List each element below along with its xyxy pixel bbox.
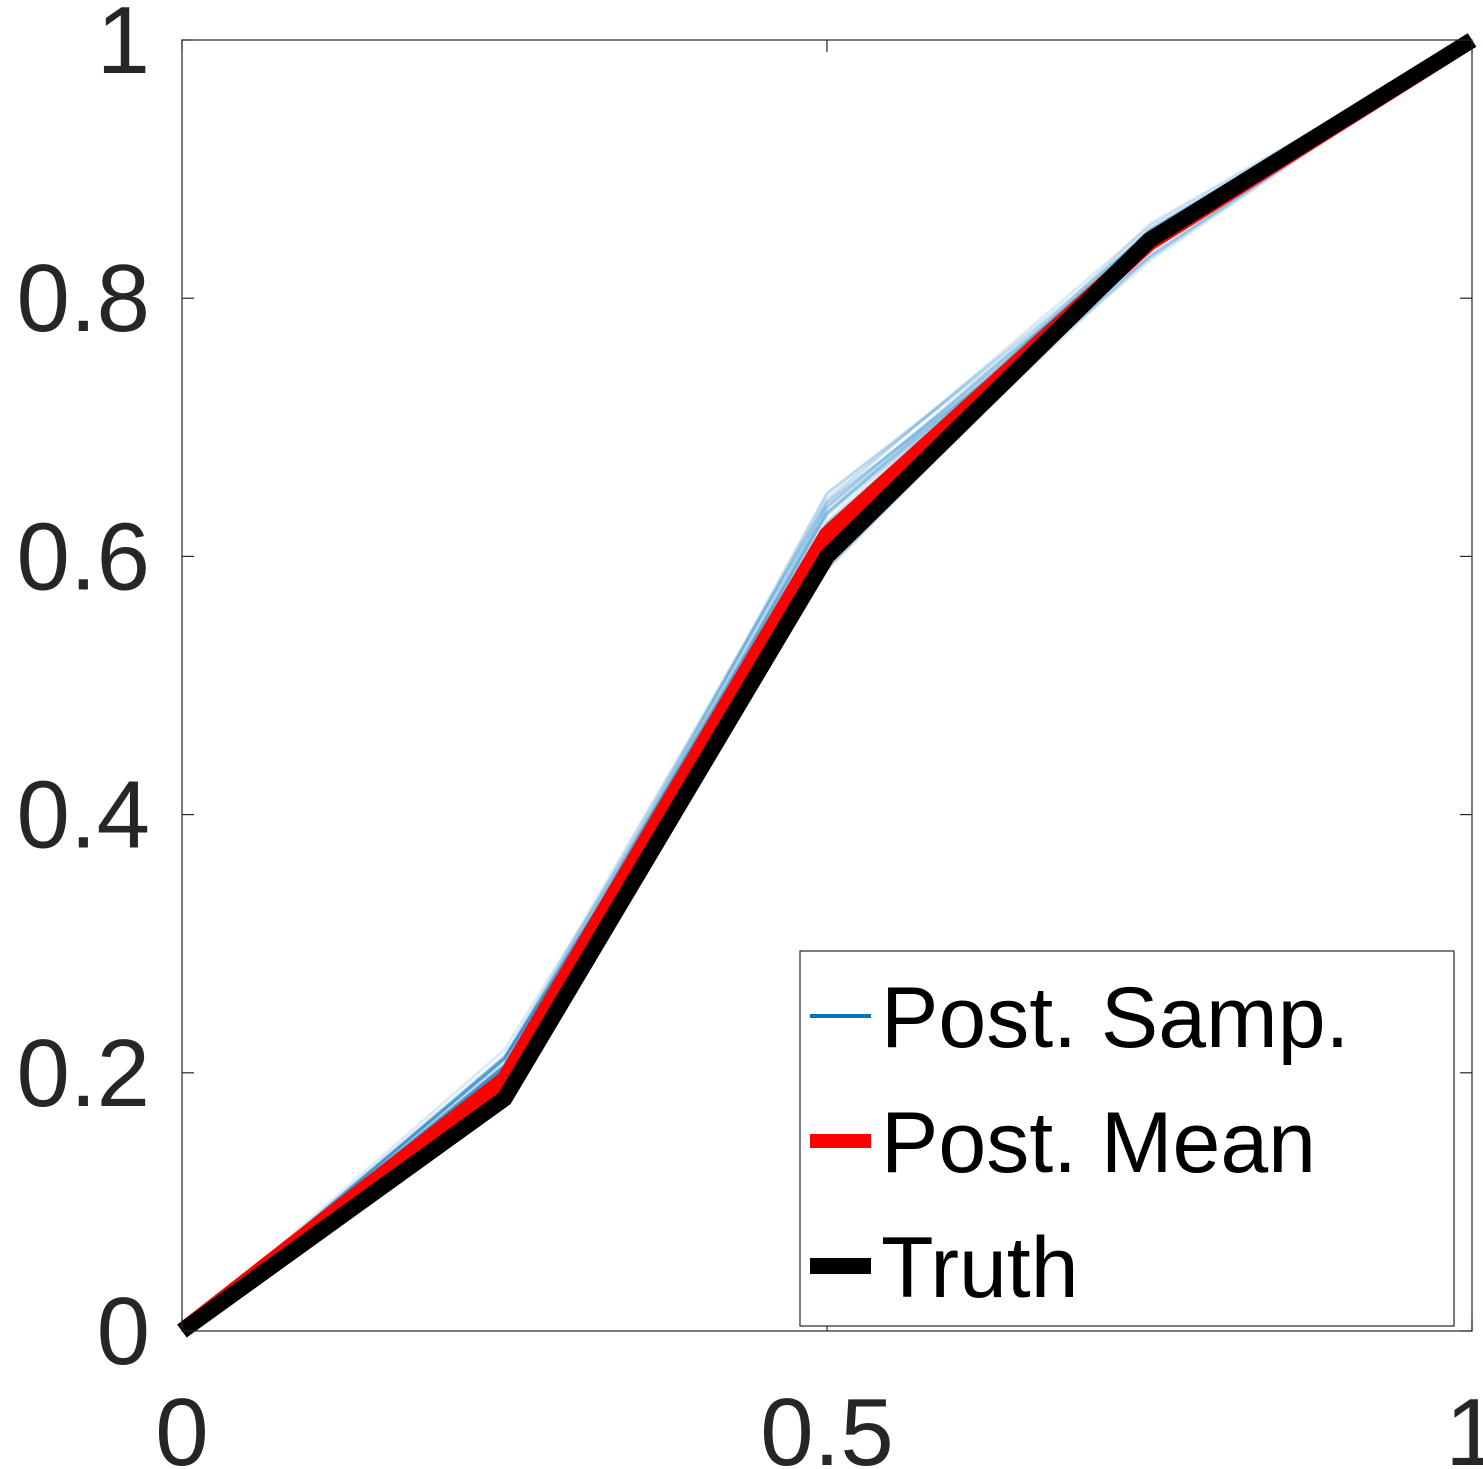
legend-item: Post. Mean: [810, 1095, 1316, 1191]
x-tick-label: 0.5: [760, 1379, 893, 1469]
legend-box: [799, 950, 1455, 1327]
series-lines: [177, 33, 1477, 1338]
legend-label: Post. Samp.: [881, 970, 1349, 1066]
x-tick-label: 1: [1445, 1379, 1483, 1469]
axis-ticks: [181, 39, 1473, 1332]
y-tick-labels: 0 0.2 0.4 0.6 0.8 1: [17, 0, 150, 1385]
y-tick-label: 0.2: [17, 1020, 150, 1127]
legend-item: Truth: [810, 1220, 1079, 1316]
posterior-sample-line: [181, 38, 1473, 1333]
truth-line: [177, 33, 1477, 1338]
y-tick-label: 0.4: [17, 762, 150, 869]
legend: Post. Samp. Post. Mean Truth: [799, 950, 1455, 1327]
y-tick-label: 0.6: [17, 503, 150, 610]
y-tick-label: 0.8: [17, 245, 150, 352]
y-tick-label: 1: [97, 0, 150, 94]
legend-label: Post. Mean: [881, 1095, 1316, 1191]
legend-label: Truth: [881, 1220, 1079, 1316]
y-tick-label: 0: [97, 1278, 150, 1385]
x-tick-labels: 0 0.5 1: [155, 1379, 1483, 1469]
x-tick-label: 0: [155, 1379, 208, 1469]
legend-item: Post. Samp.: [810, 970, 1349, 1066]
